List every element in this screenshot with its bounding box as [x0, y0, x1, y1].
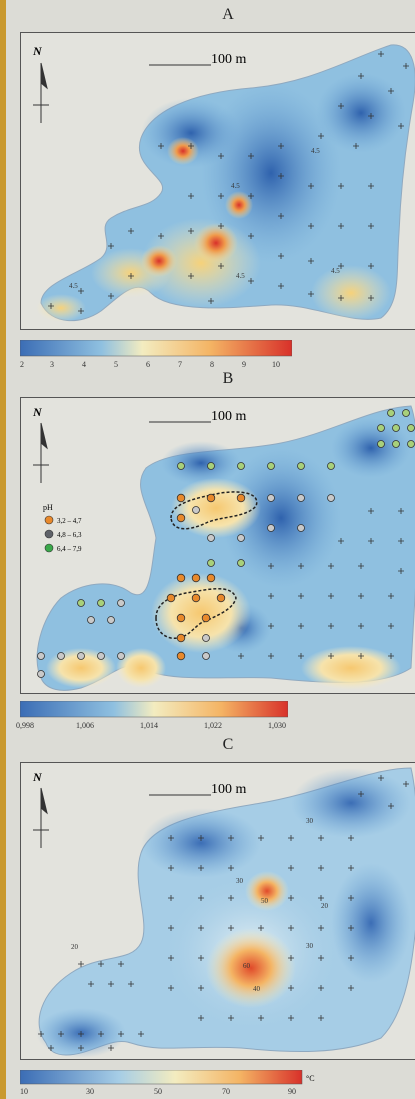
tick: 4 [82, 360, 86, 369]
colorbar-b-ticks: 0,998 1,006 1,014 1,022 1,030 [16, 721, 288, 733]
legend-swatch [44, 543, 54, 553]
tick: 70 [222, 1087, 230, 1096]
tick: 3 [50, 360, 54, 369]
tick: 5 [114, 360, 118, 369]
panel-b-map: pH 3,2 – 4,7 4,8 – 6,3 6,4 – 7,9 N 100 m [20, 397, 415, 694]
north-label: N [32, 405, 43, 419]
scale-label: 100 m [211, 52, 247, 67]
tick: 7 [178, 360, 182, 369]
colorbar-b: 0,998 1,006 1,014 1,022 1,030 [16, 700, 289, 730]
north-arrow [33, 787, 49, 848]
scale-label: 100 m [211, 782, 247, 797]
colorbar-c-ticks: 10 30 50 70 90 [20, 1087, 302, 1097]
tick: 90 [288, 1087, 296, 1096]
tick: 6 [146, 360, 150, 369]
north-label: N [32, 44, 43, 58]
north-label: N [32, 770, 43, 784]
tick: 1,014 [140, 721, 158, 730]
contour-label: 30 [236, 877, 244, 885]
north-arrow [33, 422, 49, 483]
contour-label: 50 [261, 897, 269, 905]
colorbar-a-ticks: 2 3 4 5 6 7 8 9 10 [20, 360, 292, 372]
contour-label: 4.5 [311, 147, 320, 155]
north-arrow [33, 62, 49, 123]
tick: 1,006 [76, 721, 94, 730]
legend-swatch [44, 529, 54, 539]
tick: 10 [272, 360, 280, 369]
contour-highlight [155, 588, 237, 639]
colorbar-a: 2 3 4 5 6 7 8 9 10 [19, 339, 293, 369]
panel-a-map: 4.5 4.5 4.5 4.5 4.5 N 100 m [20, 32, 415, 330]
tick: 0,998 [16, 721, 34, 730]
legend-label: 6,4 – 7,9 [57, 545, 82, 553]
legend-label: 4,8 – 6,3 [57, 531, 82, 539]
panel-c-map: 20 30 30 20 30 40 50 60 N 100 m [20, 762, 415, 1060]
contour-label: 20 [321, 902, 329, 910]
tick: 9 [242, 360, 246, 369]
colorbar-unit: °C [306, 1074, 315, 1083]
panel-b-letter: B [222, 370, 234, 387]
legend-label: 3,2 – 4,7 [57, 517, 82, 525]
colorbar-c: °C 10 30 50 70 90 [19, 1069, 320, 1096]
contour-label: 60 [243, 962, 251, 970]
sample-points-c [38, 775, 409, 1051]
contour-label: 40 [253, 985, 261, 993]
contour-label: 20 [71, 943, 79, 951]
tick: 10 [20, 1087, 28, 1096]
figure-page: A 4.5 4.5 4.5 [6, 0, 415, 1099]
contour-label: 30 [306, 817, 314, 825]
contour-label: 4.5 [69, 282, 78, 290]
sample-points-b [37, 409, 415, 678]
legend-swatch [44, 515, 54, 525]
tick: 50 [154, 1087, 162, 1096]
panel-c-letter: C [222, 736, 234, 753]
contour-label: 30 [306, 942, 314, 950]
tick: 1,022 [204, 721, 222, 730]
tick: 1,030 [268, 721, 286, 730]
pH-legend: pH 3,2 – 4,7 4,8 – 6,3 6,4 – 7,9 [43, 503, 82, 553]
contour-highlight [170, 491, 258, 530]
contour-label: 4.5 [231, 182, 240, 190]
legend-title: pH [43, 503, 53, 512]
tick: 8 [210, 360, 214, 369]
contour-label: 4.5 [236, 272, 245, 280]
panel-a-letter: A [222, 6, 234, 23]
sample-points-a [48, 51, 409, 314]
tick: 30 [86, 1087, 94, 1096]
scale-label: 100 m [211, 409, 247, 424]
contour-label: 4.5 [331, 267, 340, 275]
tick: 2 [20, 360, 24, 369]
